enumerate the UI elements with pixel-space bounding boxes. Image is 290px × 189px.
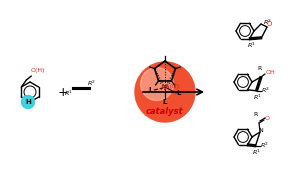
Text: N: N <box>259 129 263 133</box>
Text: $R^1$: $R^1$ <box>247 41 256 50</box>
Text: $Rh^{(III)}$: $Rh^{(III)}$ <box>160 82 180 94</box>
Text: O: O <box>266 21 272 27</box>
Text: L: L <box>177 90 181 96</box>
Text: R: R <box>254 112 258 118</box>
Text: $R^2$: $R^2$ <box>260 141 269 150</box>
Text: O: O <box>264 115 269 121</box>
Text: L: L <box>149 87 153 93</box>
Text: OH: OH <box>265 70 275 74</box>
Text: $R^1$: $R^1$ <box>252 148 261 157</box>
Circle shape <box>140 67 173 101</box>
Circle shape <box>135 62 195 122</box>
Text: $R^2$: $R^2$ <box>261 86 270 95</box>
Text: +: + <box>58 85 68 98</box>
Text: O(H): O(H) <box>31 68 46 73</box>
Text: $R^1$: $R^1$ <box>253 93 262 102</box>
Circle shape <box>21 95 35 108</box>
Text: $R^2$: $R^2$ <box>263 17 273 27</box>
Text: H: H <box>25 99 31 105</box>
Text: L: L <box>163 99 167 105</box>
Text: $R^1$: $R^1$ <box>64 88 74 98</box>
Text: $R^2$: $R^2$ <box>88 78 97 88</box>
Text: catalyst: catalyst <box>146 106 184 115</box>
Text: R: R <box>258 67 262 71</box>
